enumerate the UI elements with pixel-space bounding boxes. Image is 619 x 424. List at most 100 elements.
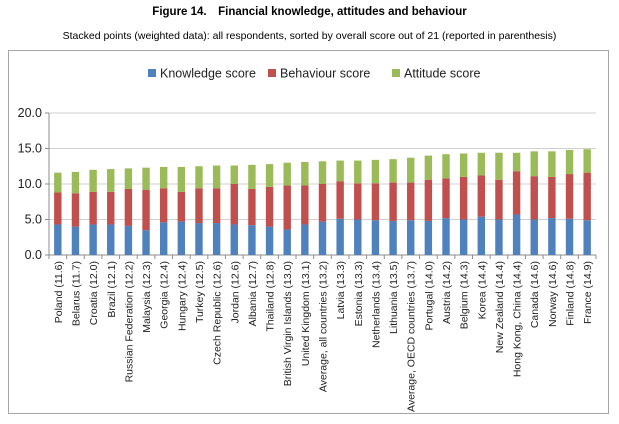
x-tick-label: Norway (14.6): [547, 261, 559, 327]
x-tick-label: Croatia (12.0): [88, 261, 100, 325]
bar-behaviour-segment: [159, 188, 168, 223]
bar-attitude-segment: [548, 151, 556, 177]
bar-attitude-segment: [530, 151, 538, 177]
bar-behaviour-segment: [54, 192, 62, 225]
x-tick-label: Jordan (12.6): [229, 261, 241, 323]
bar-behaviour-segment: [371, 183, 380, 221]
legend-swatch-knowledge-score: [148, 69, 156, 77]
bar-behaviour-segment: [124, 188, 133, 226]
bar-knowledge-segment: [495, 219, 503, 255]
bar-behaviour-segment: [230, 184, 238, 225]
x-tick-label: Netherlands (13.4): [370, 261, 382, 348]
bar-knowledge-segment: [318, 221, 327, 255]
bar-knowledge-segment: [265, 226, 274, 255]
x-tick-label: Malaysia (12.3): [141, 261, 153, 333]
bar-behaviour-segment: [407, 182, 415, 221]
bar-behaviour-segment: [195, 188, 203, 224]
bar-attitude-segment: [477, 152, 486, 176]
x-tick-label: Turkey (12.5): [194, 261, 206, 323]
bar-attitude-segment: [142, 167, 150, 190]
bar-attitude-segment: [459, 153, 468, 177]
bar-behaviour-segment: [71, 193, 80, 227]
bar-attitude-segment: [283, 162, 291, 186]
x-tick-label: Hungary (12.4): [176, 261, 188, 331]
y-tick-label: 20.0: [18, 106, 42, 120]
x-tick-label: Average, all countries (13.2): [318, 261, 330, 392]
bar-knowledge-segment: [248, 225, 256, 255]
bar-attitude-segment: [71, 171, 80, 194]
bar-behaviour-segment: [565, 174, 574, 219]
bar-behaviour-segment: [530, 176, 538, 220]
x-tick-label: Average, OECD countries (13.7): [406, 261, 418, 412]
bar-behaviour-segment: [318, 184, 327, 222]
bar-attitude-segment: [159, 166, 168, 189]
bar-attitude-segment: [177, 166, 186, 192]
legend-label-attitude-score: Attitude score: [404, 67, 480, 81]
bar-attitude-segment: [89, 169, 97, 192]
bar-knowledge-segment: [89, 224, 97, 255]
x-tick-label: Portugal (14.0): [423, 261, 435, 330]
x-tick-label: Albania (12.7): [247, 261, 259, 326]
figure-title: Figure 14. Financial knowledge, attitude…: [152, 6, 467, 18]
bar-knowledge-segment: [442, 218, 450, 255]
bar-attitude-segment: [124, 168, 133, 189]
bar-attitude-segment: [195, 166, 203, 189]
x-axis: Poland (11.6) Belarus (11.7) Croatia (12.0…: [48, 255, 597, 412]
bar-knowledge-segment: [159, 222, 168, 255]
bar-attitude-segment: [495, 152, 503, 180]
y-tick-label: 15.0: [18, 142, 42, 156]
bar-knowledge-segment: [195, 223, 203, 255]
bar-knowledge-segment: [407, 220, 415, 255]
x-tick-label: Czech Republic (12.6): [212, 261, 224, 365]
bar-behaviour-segment: [389, 182, 397, 221]
bar-knowledge-segment: [389, 220, 397, 255]
x-tick-label: United Kingdom (13.1): [300, 261, 312, 366]
x-tick-label: Estonia (13.3): [353, 261, 365, 326]
bar-knowledge-segment: [424, 220, 433, 255]
bar-behaviour-segment: [89, 191, 97, 225]
legend-label-knowledge-score: Knowledge score: [160, 67, 256, 81]
legend-swatch-attitude-score: [392, 69, 400, 77]
bar-behaviour-segment: [283, 185, 291, 230]
bar-attitude-segment: [336, 160, 344, 182]
bar-attitude-segment: [318, 161, 327, 184]
chart-legend: Knowledge score Behaviour score Attitude s…: [148, 67, 480, 81]
bar-attitude-segment: [442, 154, 450, 179]
bar-attitude-segment: [583, 149, 591, 173]
x-tick-label: Hong Kong, China (14.4): [512, 261, 524, 377]
bar-behaviour-segment: [248, 188, 256, 226]
bar-knowledge-segment: [530, 219, 538, 255]
bar-behaviour-segment: [424, 179, 433, 221]
bar-attitude-segment: [248, 164, 256, 189]
bar-behaviour-segment: [512, 171, 521, 215]
bar-attitude-segment: [565, 149, 574, 175]
bar-attitude-segment: [212, 165, 221, 189]
bar-stacks: [54, 149, 591, 255]
bar-attitude-segment: [512, 152, 521, 172]
x-tick-label: Austria (14.2): [441, 261, 453, 324]
bar-behaviour-segment: [142, 189, 150, 231]
bar-knowledge-segment: [459, 219, 468, 255]
bar-knowledge-segment: [583, 220, 591, 255]
bar-attitude-segment: [54, 172, 62, 193]
bar-knowledge-segment: [54, 224, 62, 255]
bar-behaviour-segment: [107, 191, 115, 225]
x-tick-label: Thailand (12.8): [265, 261, 277, 332]
x-tick-label: Brazil (12.1): [106, 261, 118, 318]
bar-knowledge-segment: [230, 224, 238, 255]
bar-behaviour-segment: [495, 179, 503, 220]
bar-knowledge-segment: [142, 230, 150, 255]
x-tick-label: British Virgin Islands (13.0): [282, 261, 294, 386]
bar-behaviour-segment: [177, 191, 186, 222]
legend-label-behaviour-score: Behaviour score: [280, 67, 370, 81]
bar-behaviour-segment: [301, 185, 309, 225]
bar-attitude-segment: [301, 161, 309, 186]
x-tick-label: Belarus (11.7): [70, 261, 82, 326]
bar-attitude-segment: [354, 160, 362, 184]
bar-knowledge-segment: [177, 221, 186, 255]
bar-behaviour-segment: [354, 183, 362, 220]
x-tick-label: Latvia (13.3): [335, 261, 347, 319]
y-axis: 0.0 5.0 10.0 15.0 20.0: [18, 106, 50, 262]
bar-behaviour-segment: [548, 176, 556, 219]
